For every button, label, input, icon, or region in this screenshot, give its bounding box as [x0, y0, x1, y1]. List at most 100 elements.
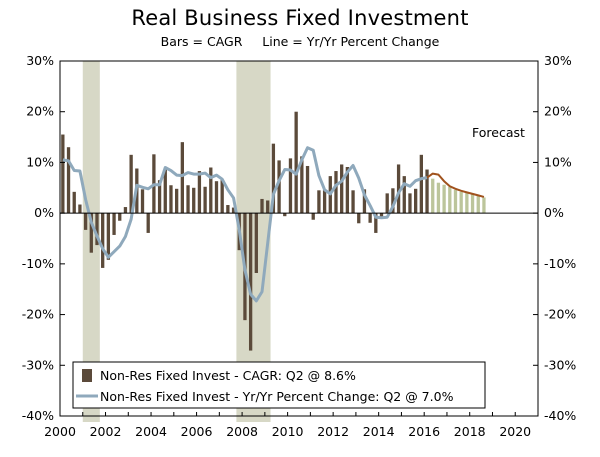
legend-box [72, 361, 486, 409]
bar-cagr [254, 213, 258, 273]
y-tick-label-right: -30% [544, 357, 576, 372]
x-tick-label: 2004 [135, 424, 167, 439]
bar-cagr [220, 180, 224, 214]
bar-cagr [260, 198, 264, 214]
bar-series-group [61, 111, 486, 351]
bar-cagr [322, 189, 327, 214]
bar-cagr [277, 160, 281, 214]
bar-cagr [419, 154, 423, 214]
y-tick-label-left: 10% [26, 154, 54, 169]
bar-cagr [214, 181, 219, 214]
bar-cagr [129, 154, 133, 214]
bar-cagr [305, 165, 310, 214]
bar-cagr [140, 189, 145, 214]
legend-item-bars: Non-Res Fixed Invest - CAGR: Q2 @ 8.6% [100, 368, 356, 383]
bar-cagr [89, 213, 93, 253]
bar-cagr [231, 207, 236, 214]
bar-cagr [209, 167, 213, 214]
bar-cagr [72, 191, 76, 214]
bar-cagr-forecast [442, 184, 446, 214]
bar-cagr [106, 213, 111, 260]
y-tick-label-right: 10% [544, 154, 572, 169]
bar-cagr-forecast [431, 178, 435, 214]
bar-cagr [226, 205, 230, 214]
chart-subtitle: Bars = CAGR Line = Yr/Yr Percent Change [160, 34, 440, 49]
bar-cagr [101, 213, 105, 268]
y-tick-label-left: -20% [22, 307, 54, 322]
bar-cagr [334, 171, 338, 214]
bar-cagr [180, 142, 184, 214]
bar-cagr [311, 213, 315, 220]
y-tick-label-right: -10% [544, 256, 576, 271]
x-tick-label: 2014 [363, 424, 395, 439]
chart-title: Real Business Fixed Investment [131, 6, 469, 30]
bar-cagr [83, 213, 88, 230]
bar-cagr [391, 188, 395, 214]
bar-cagr [294, 111, 298, 214]
bar-cagr [402, 176, 406, 214]
bar-cagr-forecast [476, 195, 480, 214]
y-tick-label-right: 20% [544, 104, 572, 119]
bar-cagr [146, 213, 150, 233]
bar-cagr [374, 213, 378, 233]
x-tick-label: 2018 [454, 424, 486, 439]
x-tick-label: 2020 [499, 424, 531, 439]
x-tick-label: 2010 [272, 424, 304, 439]
bar-cagr [357, 213, 361, 224]
bar-cagr [300, 156, 304, 214]
x-tick-label: 2006 [181, 424, 213, 439]
legend-item-line: Non-Res Fixed Invest - Yr/Yr Percent Cha… [100, 389, 454, 404]
bar-cagr [425, 169, 429, 214]
legend: Non-Res Fixed Invest - CAGR: Q2 @ 8.6% N… [72, 361, 486, 409]
axes-group: 30% 30% 20% 20% 10% 10% 0% 0% -10% -10% -20% -20% -3… [22, 53, 577, 439]
x-tick-label: 2008 [226, 424, 258, 439]
bar-cagr-forecast [436, 182, 441, 214]
bar-cagr [118, 213, 122, 221]
bar-cagr-forecast [448, 186, 452, 214]
bar-cagr [408, 193, 412, 214]
bar-cagr [351, 190, 355, 214]
y-tick-label-left: 20% [26, 104, 54, 119]
y-tick-label-right: -40% [544, 408, 576, 423]
line-series-group [62, 146, 485, 303]
plot-frame [59, 60, 539, 417]
line-yoy-forecast [426, 172, 485, 198]
y-tick-label-left: -30% [22, 357, 54, 372]
bar-cagr-forecast [459, 191, 463, 214]
bar-cagr-forecast [453, 189, 458, 214]
bar-cagr [396, 164, 401, 214]
bar-cagr [266, 200, 270, 214]
bar-cagr [61, 134, 65, 214]
y-tick-label-left: 0% [34, 205, 54, 220]
bar-cagr [78, 204, 82, 214]
bar-cagr [175, 188, 179, 214]
bar-cagr [192, 187, 196, 214]
y-tick-label-right: 30% [544, 53, 572, 68]
x-tick-label: 2016 [408, 424, 440, 439]
line-yoy [62, 146, 428, 303]
bar-cagr [414, 188, 418, 214]
bar-cagr [379, 213, 384, 218]
bar-cagr [345, 166, 350, 214]
forecast-annotation: Forecast [472, 125, 525, 140]
bar-cagr [197, 171, 202, 214]
bar-cagr [368, 213, 372, 223]
bar-cagr [248, 213, 253, 351]
legend-bar-swatch [82, 369, 92, 382]
x-tick-label: 2012 [317, 424, 349, 439]
bar-cagr [385, 193, 389, 214]
y-tick-label-right: -20% [544, 307, 576, 322]
bar-cagr [157, 180, 162, 214]
bar-cagr [95, 213, 99, 246]
bar-cagr [123, 207, 128, 214]
bar-cagr [271, 143, 276, 214]
y-tick-label-right: 0% [544, 205, 564, 220]
bar-cagr [112, 213, 116, 235]
x-tick-label: 2000 [44, 424, 76, 439]
bar-cagr [66, 147, 71, 214]
bar-cagr-forecast [470, 193, 475, 214]
y-tick-label-left: -10% [22, 256, 54, 271]
bar-cagr-forecast [465, 192, 469, 214]
